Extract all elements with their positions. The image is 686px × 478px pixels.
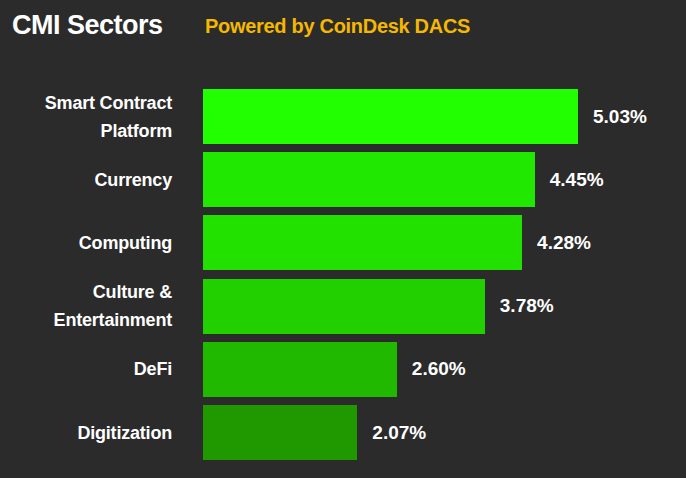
subtitle: Powered by CoinDesk DACS	[205, 15, 470, 38]
category-label-text: Computing	[79, 229, 172, 257]
category-label: Digitization	[15, 405, 172, 460]
bar	[203, 152, 535, 207]
category-label: DeFi	[15, 342, 172, 397]
category-label-text: Smart Contract Platform	[15, 89, 172, 145]
bar	[203, 89, 578, 144]
data-label: 5.03%	[593, 89, 647, 144]
category-label: Smart Contract Platform	[15, 89, 172, 144]
category-label-text: DeFi	[134, 355, 172, 383]
data-label: 4.28%	[537, 215, 591, 270]
category-label: Currency	[15, 152, 172, 207]
data-label: 2.07%	[372, 405, 426, 460]
category-label: Computing	[15, 215, 172, 270]
bar	[203, 215, 522, 270]
bar	[203, 279, 485, 334]
bar	[203, 405, 357, 460]
category-label-text: Digitization	[77, 419, 172, 447]
category-label-text: Culture & Entertainment	[15, 278, 172, 334]
data-label: 3.78%	[500, 279, 554, 334]
title: CMI Sectors	[12, 10, 163, 41]
data-label: 4.45%	[550, 152, 604, 207]
category-label-text: Currency	[95, 166, 172, 194]
bar	[203, 342, 397, 397]
category-label: Culture & Entertainment	[15, 279, 172, 334]
data-label: 2.60%	[412, 342, 466, 397]
